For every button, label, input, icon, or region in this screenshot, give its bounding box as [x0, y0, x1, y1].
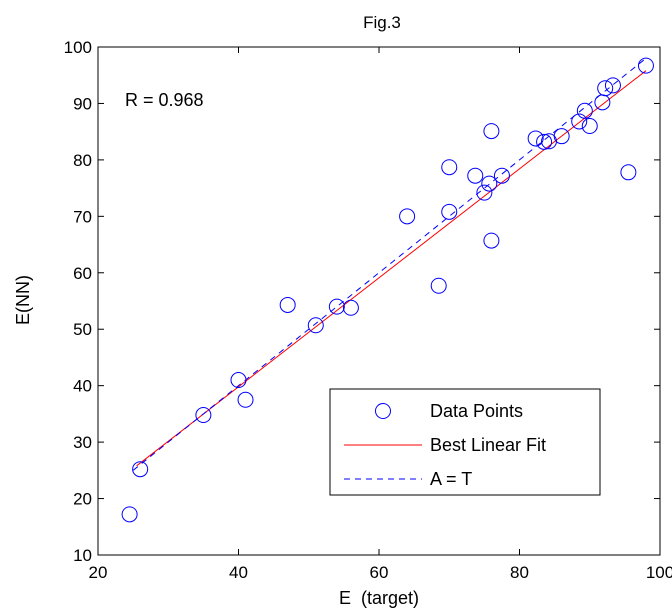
- x-tick-label: 20: [89, 563, 108, 582]
- data-point: [581, 118, 598, 135]
- chart-title: Fig.3: [363, 13, 401, 32]
- legend: Data Points Best Linear Fit A = T: [329, 388, 601, 496]
- data-point: [481, 175, 498, 192]
- best-fit-line: [136, 70, 647, 467]
- data-point: [121, 506, 138, 523]
- x-tick-label: 80: [510, 563, 529, 582]
- x-axis-title: E (target): [339, 588, 419, 608]
- data-point: [527, 130, 544, 147]
- r-value-annotation: R = 0.968: [125, 90, 204, 110]
- data-point: [597, 80, 614, 97]
- data-point: [230, 372, 247, 389]
- x-tick-label: 40: [229, 563, 248, 582]
- y-tick-label: 50: [73, 320, 92, 339]
- x-tick-label: 100: [646, 563, 672, 582]
- y-tick-label: 30: [73, 433, 92, 452]
- data-point: [476, 184, 493, 201]
- data-point: [132, 461, 149, 478]
- data-point: [493, 167, 510, 184]
- y-tick-label: 100: [64, 38, 92, 57]
- series-lines: [132, 57, 647, 471]
- data-point: [328, 298, 345, 315]
- y-tick-label: 60: [73, 264, 92, 283]
- y-tick-label: 20: [73, 490, 92, 509]
- y-tick-label: 70: [73, 207, 92, 226]
- data-point: [536, 133, 553, 150]
- y-tick-label: 10: [73, 546, 92, 565]
- y-axis-title: E(NN): [13, 275, 33, 325]
- legend-label-best-fit: Best Linear Fit: [430, 435, 546, 455]
- legend-label-data-points: Data Points: [430, 401, 523, 421]
- data-point: [279, 296, 296, 313]
- data-point: [467, 167, 484, 184]
- data-point: [604, 77, 621, 94]
- data-point: [571, 113, 588, 130]
- data-point: [441, 203, 458, 220]
- data-point: [483, 123, 500, 140]
- data-point: [576, 102, 593, 119]
- x-tick-label: 60: [370, 563, 389, 582]
- data-point: [441, 159, 458, 176]
- legend-box: [329, 388, 601, 496]
- data-point: [620, 164, 637, 181]
- data-points: [121, 57, 654, 523]
- data-point: [307, 317, 324, 334]
- y-tick-label: 40: [73, 377, 92, 396]
- data-point: [483, 232, 500, 249]
- data-point: [195, 407, 212, 424]
- y-tick-label: 80: [73, 151, 92, 170]
- legend-label-a-equals-t: A = T: [430, 469, 472, 489]
- y-tick-label: 90: [73, 94, 92, 113]
- legend-marker-data-points: [375, 403, 391, 419]
- data-point: [237, 391, 254, 408]
- data-point: [342, 299, 359, 316]
- data-point: [637, 57, 654, 74]
- data-point: [553, 128, 570, 145]
- data-point: [430, 277, 447, 294]
- data-point: [399, 208, 416, 225]
